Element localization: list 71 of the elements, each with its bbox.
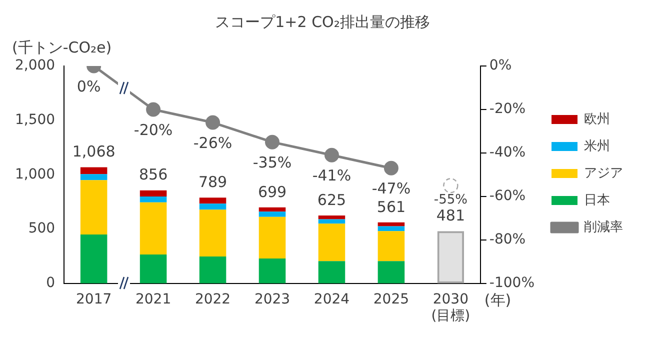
x-axis-title: (年) — [484, 290, 512, 309]
chart-title: スコープ1+2 CO₂排出量の推移 — [215, 12, 430, 31]
bar — [80, 180, 108, 234]
y2-tick-label: -80% — [489, 232, 526, 248]
data-label: -41% — [312, 166, 352, 185]
y2-tick-label: -60% — [489, 188, 526, 204]
legend-label: 削減率 — [584, 218, 623, 235]
y2-tick-label: -40% — [489, 144, 526, 161]
x-tick-label: 2021 — [135, 291, 172, 308]
y-tick-label: 2,000 — [14, 58, 56, 74]
point — [443, 178, 458, 194]
total-label: 625 — [317, 190, 346, 209]
bar — [318, 215, 346, 220]
y-tick-label: 0 — [46, 275, 56, 292]
bar — [80, 234, 108, 284]
point — [146, 102, 161, 117]
legend-label: アジア — [584, 166, 623, 181]
y-tick-label: 1,000 — [14, 166, 56, 182]
total-label: 699 — [258, 182, 287, 201]
bar — [378, 261, 405, 284]
total-label: 561 — [376, 198, 406, 216]
bar — [258, 216, 286, 259]
x-tick-label: 2030 (目標) — [431, 291, 470, 324]
data-label: -47% — [372, 180, 411, 198]
total-label: 856 — [138, 166, 168, 184]
legend-label: 欧州 — [584, 112, 610, 127]
bar — [199, 204, 226, 210]
bar — [258, 207, 286, 212]
x-tick-label: 2017 — [76, 291, 112, 308]
x-tick-label: 2023 — [254, 291, 290, 308]
total-label: 1,068 — [72, 142, 116, 161]
bar — [140, 196, 167, 202]
data-label: -35% — [252, 153, 292, 172]
legend-label: 米州 — [584, 138, 610, 154]
bar — [140, 202, 167, 254]
data-label: -55% — [434, 192, 468, 208]
bar — [378, 226, 405, 232]
y-axis-title: (千トン-CO₂e) — [12, 38, 112, 56]
data-label: -26% — [193, 134, 232, 152]
point — [265, 134, 280, 150]
point — [324, 148, 339, 162]
data-label: -20% — [134, 120, 173, 139]
bar — [378, 222, 405, 226]
bar — [318, 261, 346, 284]
total-label: 481 — [436, 206, 466, 225]
point — [384, 160, 398, 176]
bar — [80, 174, 108, 180]
data-label: 0% — [76, 77, 101, 96]
total-label: 789 — [198, 173, 228, 192]
y-tick-label: 1,500 — [14, 112, 56, 128]
bar — [140, 254, 167, 284]
legend-label: 日本 — [584, 192, 610, 208]
point — [206, 115, 220, 130]
bar — [199, 198, 226, 204]
bar — [318, 219, 346, 224]
x-tick-label: 2024 — [314, 291, 350, 308]
bar — [437, 231, 464, 284]
bar — [378, 231, 405, 262]
bar — [258, 258, 286, 284]
bar — [199, 256, 226, 284]
bar — [140, 190, 167, 196]
y2-tick-label: -20% — [489, 101, 526, 118]
y-tick-label: 500 — [28, 220, 56, 237]
bar — [318, 224, 346, 262]
x-tick-label: 2025 — [373, 291, 410, 308]
y2-tick-label: 0% — [489, 58, 512, 74]
bar — [258, 212, 286, 217]
y2-tick-label: -100% — [489, 275, 534, 292]
bar — [199, 210, 226, 256]
x-tick-label: 2022 — [194, 291, 231, 308]
bar — [80, 167, 108, 174]
